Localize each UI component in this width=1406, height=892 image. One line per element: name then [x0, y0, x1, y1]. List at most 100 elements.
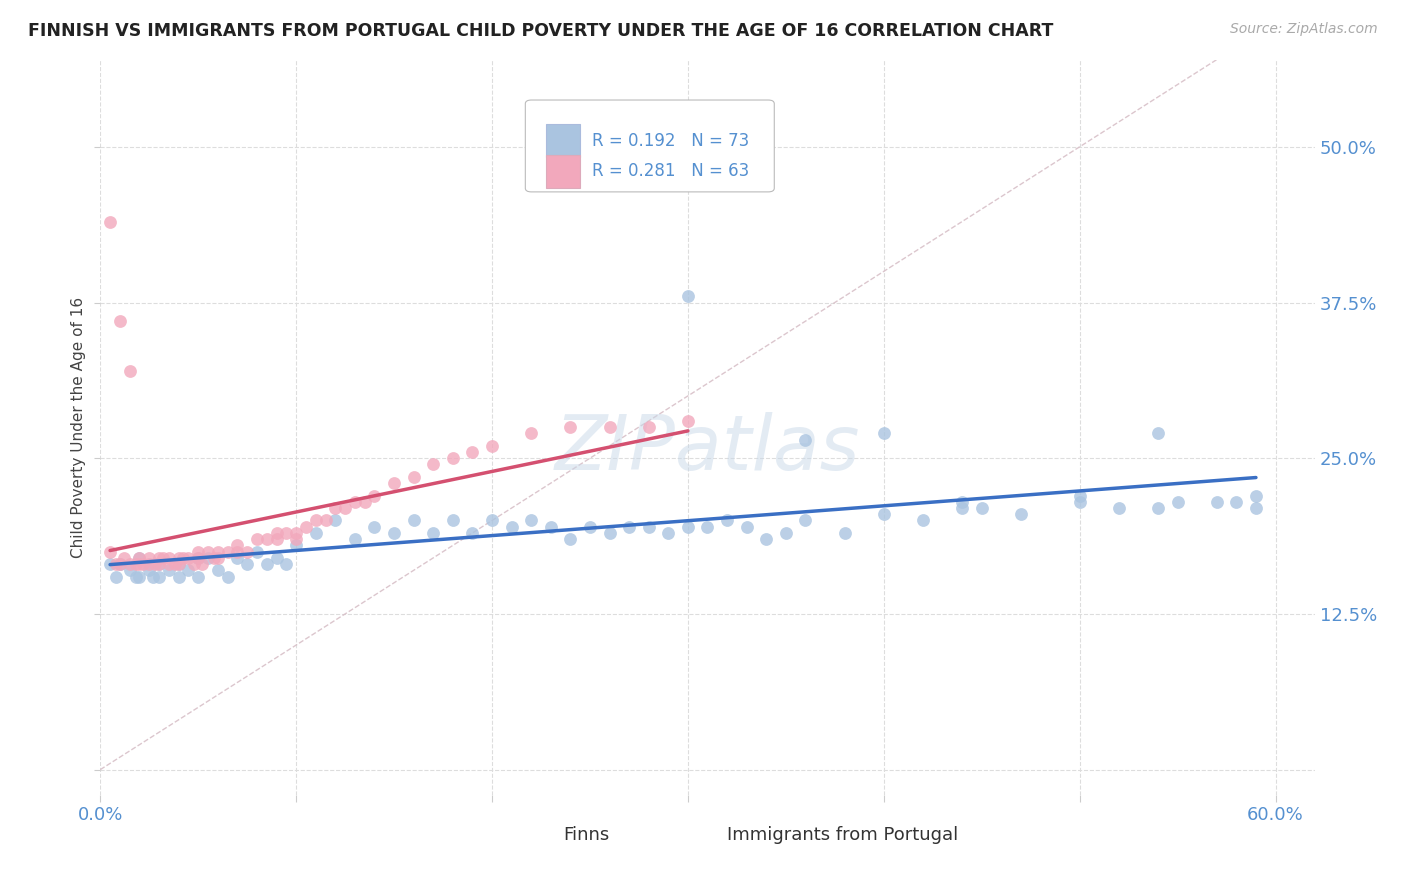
Point	[441, 514, 464, 528]
Point	[256, 557, 278, 571]
Point	[104, 569, 127, 583]
Point	[217, 569, 239, 583]
Point	[124, 569, 146, 583]
Point	[950, 501, 973, 516]
Point	[305, 525, 328, 540]
Point	[323, 501, 346, 516]
Point	[128, 550, 150, 565]
Point	[540, 519, 562, 533]
Point	[167, 550, 190, 565]
Point	[1108, 501, 1130, 516]
Point	[481, 514, 503, 528]
Point	[177, 563, 200, 577]
Point	[520, 426, 543, 441]
Point	[98, 214, 121, 228]
Point	[363, 489, 385, 503]
Point	[735, 519, 758, 533]
Point	[197, 550, 219, 565]
Point	[422, 458, 444, 472]
Point	[128, 569, 150, 583]
Text: ZIPatlas: ZIPatlas	[555, 412, 860, 486]
Point	[167, 557, 190, 571]
Text: R = 0.281   N = 63: R = 0.281 N = 63	[592, 162, 749, 180]
Point	[911, 514, 934, 528]
Point	[163, 557, 186, 571]
Point	[716, 514, 738, 528]
Point	[276, 525, 298, 540]
Point	[461, 445, 484, 459]
Point	[315, 514, 337, 528]
Point	[104, 557, 127, 571]
Point	[191, 557, 214, 571]
Point	[520, 514, 543, 528]
Point	[118, 557, 141, 571]
Text: Finns: Finns	[562, 826, 609, 844]
Point	[1147, 501, 1170, 516]
Point	[157, 557, 180, 571]
Point	[167, 557, 190, 571]
Point	[481, 439, 503, 453]
Point	[118, 364, 141, 378]
Text: R = 0.192   N = 73: R = 0.192 N = 73	[592, 132, 749, 150]
Point	[1225, 495, 1247, 509]
Text: FINNISH VS IMMIGRANTS FROM PORTUGAL CHILD POVERTY UNDER THE AGE OF 16 CORRELATIO: FINNISH VS IMMIGRANTS FROM PORTUGAL CHIL…	[28, 22, 1053, 40]
Point	[617, 519, 640, 533]
Point	[266, 532, 288, 546]
Point	[599, 525, 621, 540]
Point	[794, 433, 817, 447]
Point	[755, 532, 778, 546]
Point	[148, 557, 170, 571]
Point	[266, 550, 288, 565]
Point	[138, 550, 160, 565]
Point	[128, 550, 150, 565]
Point	[207, 550, 229, 565]
Point	[295, 519, 318, 533]
Point	[333, 501, 356, 516]
Point	[873, 426, 896, 441]
Point	[560, 420, 582, 434]
Point	[323, 514, 346, 528]
Point	[637, 420, 659, 434]
Point	[108, 557, 131, 571]
Point	[266, 525, 288, 540]
Point	[148, 569, 170, 583]
Point	[970, 501, 993, 516]
Point	[128, 557, 150, 571]
Point	[676, 519, 699, 533]
Point	[187, 550, 209, 565]
Point	[1244, 489, 1267, 503]
Point	[207, 563, 229, 577]
Point	[187, 569, 209, 583]
Point	[363, 519, 385, 533]
Point	[152, 550, 174, 565]
FancyBboxPatch shape	[696, 823, 717, 847]
Point	[157, 550, 180, 565]
Point	[226, 544, 249, 558]
Point	[873, 508, 896, 522]
Point	[285, 538, 308, 552]
Point	[138, 557, 160, 571]
Point	[256, 532, 278, 546]
Point	[183, 557, 205, 571]
Point	[402, 514, 425, 528]
Point	[1147, 426, 1170, 441]
Point	[217, 544, 239, 558]
Point	[207, 544, 229, 558]
Text: Source: ZipAtlas.com: Source: ZipAtlas.com	[1230, 22, 1378, 37]
Point	[197, 544, 219, 558]
Point	[382, 476, 405, 491]
Point	[142, 569, 165, 583]
Point	[950, 495, 973, 509]
Point	[236, 544, 259, 558]
Point	[118, 563, 141, 577]
Point	[343, 532, 366, 546]
Point	[794, 514, 817, 528]
Point	[579, 519, 602, 533]
Point	[402, 470, 425, 484]
Point	[143, 557, 166, 571]
FancyBboxPatch shape	[526, 100, 775, 192]
FancyBboxPatch shape	[531, 823, 553, 847]
Point	[657, 525, 679, 540]
Point	[1205, 495, 1227, 509]
Point	[382, 525, 405, 540]
